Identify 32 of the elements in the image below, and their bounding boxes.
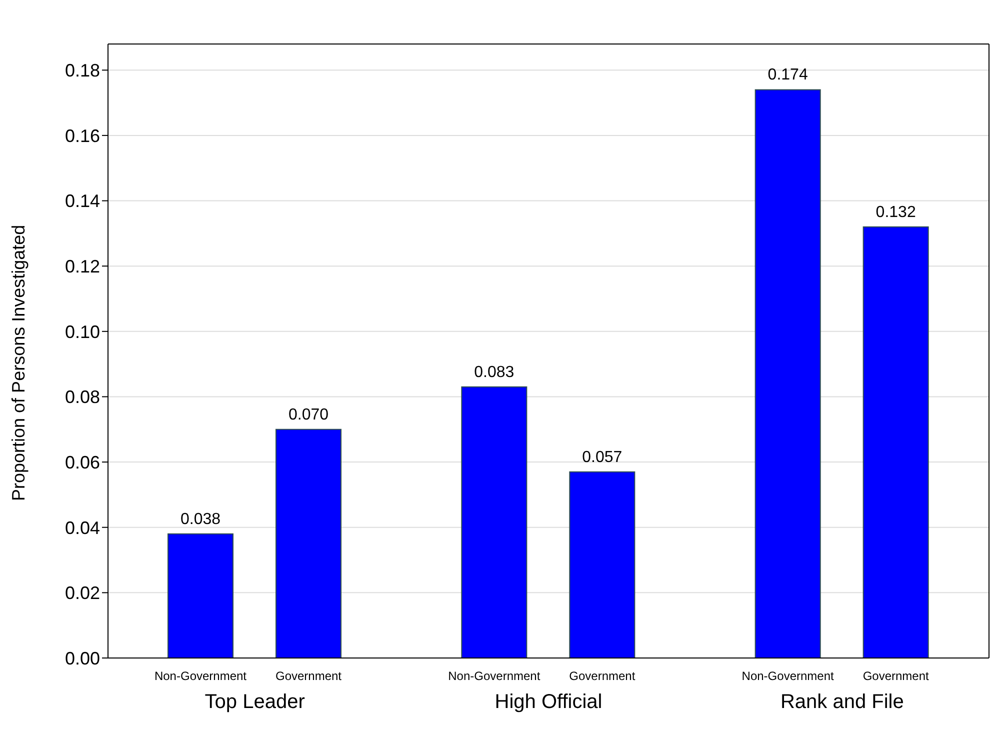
x-tick-label: High Official <box>494 691 602 713</box>
data-label: 0.038 <box>180 510 221 528</box>
data-label: 0.083 <box>474 364 514 381</box>
bar <box>862 226 929 658</box>
bar <box>754 89 821 658</box>
text: Non-Government <box>448 669 540 683</box>
series-label: Non-Government <box>742 669 835 683</box>
y-axis-title: Proportion of Persons Investigated <box>8 224 28 501</box>
y-tick-label: 0.02 <box>64 583 100 604</box>
text: Government <box>569 669 636 683</box>
bar <box>168 533 234 658</box>
data-label: 0.070 <box>288 406 329 424</box>
y-tick-label: 0.12 <box>64 256 100 276</box>
data-label: 0.057 <box>582 448 622 466</box>
bar <box>569 471 636 658</box>
data-label: 0.174 <box>768 66 808 84</box>
y-tick-label: 0.06 <box>64 452 100 472</box>
y-tick-label: 0.16 <box>64 126 100 146</box>
bar <box>276 428 342 658</box>
text: Non-Government <box>154 669 247 683</box>
y-tick-label: 0.10 <box>64 322 100 342</box>
y-tick-label: 0.00 <box>64 648 100 668</box>
x-tick-label: Top Leader <box>204 691 306 713</box>
y-tick-label: 0.08 <box>64 387 100 408</box>
data-label: 0.132 <box>876 204 916 221</box>
y-tick-label: 0.14 <box>64 191 100 212</box>
bar <box>461 386 528 658</box>
y-tick-label: 0.18 <box>64 60 100 81</box>
x-tick-label: Rank and File <box>780 691 904 713</box>
y-tick-label: 0.04 <box>64 518 100 538</box>
series-label: Government <box>275 669 342 683</box>
text: Government <box>862 669 929 683</box>
